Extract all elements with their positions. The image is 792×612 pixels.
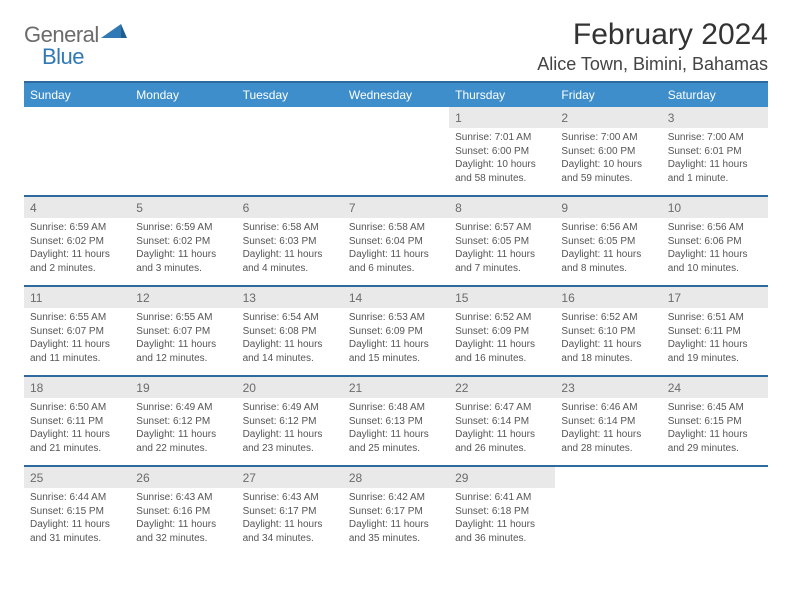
daynum-cell: 13	[237, 287, 343, 308]
dayinfo-cell: Sunrise: 6:52 AMSunset: 6:10 PMDaylight:…	[555, 308, 661, 376]
daynum-cell	[555, 467, 661, 488]
title-block: February 2024 Alice Town, Bimini, Bahama…	[537, 18, 768, 75]
logo-triangle-icon	[101, 22, 127, 45]
dayname-wednesday: Wednesday	[343, 82, 449, 107]
daynum-cell: 4	[24, 197, 130, 218]
dayinfo-cell: Sunrise: 6:50 AMSunset: 6:11 PMDaylight:…	[24, 398, 130, 466]
dayinfo-cell: Sunrise: 7:00 AMSunset: 6:00 PMDaylight:…	[555, 128, 661, 196]
dayinfo-cell: Sunrise: 6:55 AMSunset: 6:07 PMDaylight:…	[24, 308, 130, 376]
dayinfo-cell: Sunrise: 6:58 AMSunset: 6:03 PMDaylight:…	[237, 218, 343, 286]
daynum-cell: 14	[343, 287, 449, 308]
daynum-cell: 15	[449, 287, 555, 308]
week-0-inforow: Sunrise: 7:01 AMSunset: 6:00 PMDaylight:…	[24, 128, 768, 196]
daynum-cell: 3	[662, 107, 768, 128]
daynum-cell: 28	[343, 467, 449, 488]
dayinfo-cell: Sunrise: 6:57 AMSunset: 6:05 PMDaylight:…	[449, 218, 555, 286]
week-4-numrow: 25 26 27 28 29	[24, 467, 768, 488]
dayinfo-cell: Sunrise: 6:41 AMSunset: 6:18 PMDaylight:…	[449, 488, 555, 551]
calendar-page: General Blue February 2024 Alice Town, B…	[0, 0, 792, 551]
daynum-cell: 18	[24, 377, 130, 398]
dayname-tuesday: Tuesday	[237, 82, 343, 107]
dayinfo-cell: Sunrise: 6:56 AMSunset: 6:06 PMDaylight:…	[662, 218, 768, 286]
daynum-cell: 11	[24, 287, 130, 308]
dayinfo-cell: Sunrise: 6:49 AMSunset: 6:12 PMDaylight:…	[237, 398, 343, 466]
daynum-cell: 5	[130, 197, 236, 218]
daynum-cell: 16	[555, 287, 661, 308]
page-header: General Blue February 2024 Alice Town, B…	[24, 18, 768, 75]
dayinfo-cell: Sunrise: 6:47 AMSunset: 6:14 PMDaylight:…	[449, 398, 555, 466]
week-1-inforow: Sunrise: 6:59 AMSunset: 6:02 PMDaylight:…	[24, 218, 768, 286]
daynum-cell	[24, 107, 130, 128]
daynum-cell: 25	[24, 467, 130, 488]
dayname-thursday: Thursday	[449, 82, 555, 107]
daynum-cell: 1	[449, 107, 555, 128]
daynum-cell: 23	[555, 377, 661, 398]
daynum-cell	[662, 467, 768, 488]
dayinfo-cell: Sunrise: 6:44 AMSunset: 6:15 PMDaylight:…	[24, 488, 130, 551]
dayname-row: Sunday Monday Tuesday Wednesday Thursday…	[24, 82, 768, 107]
dayinfo-cell: Sunrise: 6:43 AMSunset: 6:16 PMDaylight:…	[130, 488, 236, 551]
daynum-cell: 24	[662, 377, 768, 398]
dayinfo-cell: Sunrise: 6:59 AMSunset: 6:02 PMDaylight:…	[24, 218, 130, 286]
dayinfo-cell: Sunrise: 6:43 AMSunset: 6:17 PMDaylight:…	[237, 488, 343, 551]
dayinfo-cell	[662, 488, 768, 551]
daynum-cell: 26	[130, 467, 236, 488]
dayinfo-cell	[555, 488, 661, 551]
daynum-cell: 9	[555, 197, 661, 218]
daynum-cell: 12	[130, 287, 236, 308]
week-3-numrow: 18 19 20 21 22 23 24	[24, 377, 768, 398]
dayinfo-cell: Sunrise: 6:55 AMSunset: 6:07 PMDaylight:…	[130, 308, 236, 376]
dayinfo-cell: Sunrise: 6:45 AMSunset: 6:15 PMDaylight:…	[662, 398, 768, 466]
daynum-cell: 2	[555, 107, 661, 128]
calendar-table: Sunday Monday Tuesday Wednesday Thursday…	[24, 81, 768, 551]
daynum-cell: 22	[449, 377, 555, 398]
dayinfo-cell: Sunrise: 7:01 AMSunset: 6:00 PMDaylight:…	[449, 128, 555, 196]
dayinfo-cell: Sunrise: 6:59 AMSunset: 6:02 PMDaylight:…	[130, 218, 236, 286]
week-1-numrow: 4 5 6 7 8 9 10	[24, 197, 768, 218]
dayname-sunday: Sunday	[24, 82, 130, 107]
month-title: February 2024	[537, 18, 768, 52]
dayinfo-cell	[130, 128, 236, 196]
week-4-inforow: Sunrise: 6:44 AMSunset: 6:15 PMDaylight:…	[24, 488, 768, 551]
dayinfo-cell: Sunrise: 6:53 AMSunset: 6:09 PMDaylight:…	[343, 308, 449, 376]
dayinfo-cell: Sunrise: 6:49 AMSunset: 6:12 PMDaylight:…	[130, 398, 236, 466]
dayinfo-cell: Sunrise: 6:56 AMSunset: 6:05 PMDaylight:…	[555, 218, 661, 286]
daynum-cell: 17	[662, 287, 768, 308]
dayinfo-cell: Sunrise: 6:42 AMSunset: 6:17 PMDaylight:…	[343, 488, 449, 551]
location-subtitle: Alice Town, Bimini, Bahamas	[537, 54, 768, 75]
dayinfo-cell: Sunrise: 7:00 AMSunset: 6:01 PMDaylight:…	[662, 128, 768, 196]
daynum-cell: 8	[449, 197, 555, 218]
dayinfo-cell: Sunrise: 6:54 AMSunset: 6:08 PMDaylight:…	[237, 308, 343, 376]
dayinfo-cell: Sunrise: 6:48 AMSunset: 6:13 PMDaylight:…	[343, 398, 449, 466]
daynum-cell: 19	[130, 377, 236, 398]
logo-text-block: General Blue	[24, 22, 127, 70]
week-0-numrow: 1 2 3	[24, 107, 768, 128]
dayinfo-cell	[343, 128, 449, 196]
daynum-cell	[343, 107, 449, 128]
daynum-cell: 29	[449, 467, 555, 488]
daynum-cell: 6	[237, 197, 343, 218]
dayname-saturday: Saturday	[662, 82, 768, 107]
dayinfo-cell: Sunrise: 6:52 AMSunset: 6:09 PMDaylight:…	[449, 308, 555, 376]
dayinfo-cell	[237, 128, 343, 196]
logo: General Blue	[24, 22, 127, 70]
daynum-cell: 21	[343, 377, 449, 398]
daynum-cell	[237, 107, 343, 128]
daynum-cell: 27	[237, 467, 343, 488]
dayinfo-cell: Sunrise: 6:51 AMSunset: 6:11 PMDaylight:…	[662, 308, 768, 376]
dayname-friday: Friday	[555, 82, 661, 107]
daynum-cell: 10	[662, 197, 768, 218]
daynum-cell: 7	[343, 197, 449, 218]
daynum-cell	[130, 107, 236, 128]
dayinfo-cell: Sunrise: 6:46 AMSunset: 6:14 PMDaylight:…	[555, 398, 661, 466]
week-2-numrow: 11 12 13 14 15 16 17	[24, 287, 768, 308]
daynum-cell: 20	[237, 377, 343, 398]
dayname-monday: Monday	[130, 82, 236, 107]
week-3-inforow: Sunrise: 6:50 AMSunset: 6:11 PMDaylight:…	[24, 398, 768, 466]
dayinfo-cell	[24, 128, 130, 196]
dayinfo-cell: Sunrise: 6:58 AMSunset: 6:04 PMDaylight:…	[343, 218, 449, 286]
week-2-inforow: Sunrise: 6:55 AMSunset: 6:07 PMDaylight:…	[24, 308, 768, 376]
